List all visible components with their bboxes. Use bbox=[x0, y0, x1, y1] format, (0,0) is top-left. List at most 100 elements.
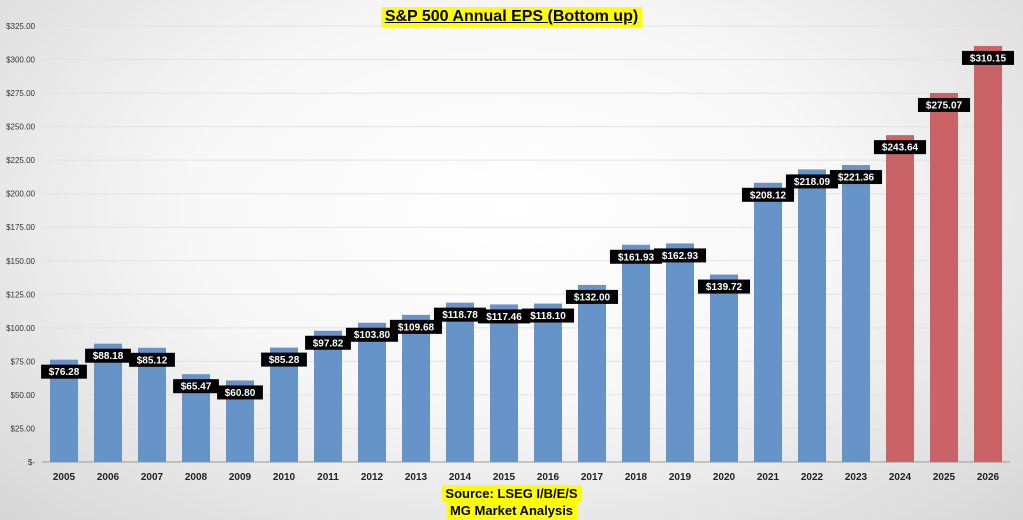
x-tick-label: 2011 bbox=[317, 472, 339, 483]
x-tick-label: 2009 bbox=[229, 472, 252, 483]
data-label: $65.47 bbox=[181, 382, 212, 393]
y-tick-label: $250.00 bbox=[6, 123, 35, 132]
y-tick-label: $200.00 bbox=[6, 190, 35, 199]
bar bbox=[842, 165, 870, 462]
bar bbox=[94, 343, 122, 462]
x-tick-label: 2007 bbox=[141, 472, 164, 483]
bar bbox=[446, 302, 474, 462]
data-label: $109.68 bbox=[398, 322, 435, 333]
x-tick-label: 2025 bbox=[933, 472, 956, 483]
x-tick-label: 2012 bbox=[361, 472, 384, 483]
bar bbox=[974, 45, 1002, 462]
data-label: $208.12 bbox=[750, 190, 787, 201]
data-label: $85.12 bbox=[137, 355, 168, 366]
data-label-bg bbox=[697, 279, 751, 294]
data-label-bg bbox=[129, 352, 175, 367]
data-label-bg bbox=[41, 364, 87, 379]
x-tick-label: 2021 bbox=[757, 472, 780, 483]
data-label-bg bbox=[741, 187, 795, 202]
bar bbox=[490, 304, 518, 462]
data-label-bg bbox=[653, 248, 707, 263]
y-tick-label: $100.00 bbox=[6, 324, 35, 333]
x-tick-label: 2026 bbox=[977, 472, 1000, 483]
data-label-bg bbox=[389, 319, 443, 334]
y-tick-label: $75.00 bbox=[11, 357, 36, 366]
x-tick-label: 2023 bbox=[845, 472, 868, 483]
data-label-bg bbox=[85, 348, 131, 363]
x-tick-label: 2017 bbox=[581, 472, 604, 483]
bar bbox=[270, 347, 298, 462]
data-label-bg bbox=[917, 97, 971, 112]
data-label: $85.28 bbox=[269, 355, 300, 366]
data-label-bg bbox=[829, 170, 883, 185]
data-label: $88.18 bbox=[93, 351, 124, 362]
data-label-bg bbox=[609, 249, 663, 264]
x-tick-label: 2022 bbox=[801, 472, 824, 483]
data-label-bg bbox=[477, 309, 531, 324]
y-tick-label: $325.00 bbox=[6, 22, 35, 31]
x-tick-label: 2024 bbox=[889, 472, 912, 483]
data-label: $60.80 bbox=[225, 388, 256, 399]
x-tick-label: 2013 bbox=[405, 472, 428, 483]
data-label: $310.15 bbox=[970, 53, 1007, 64]
data-label-bg bbox=[565, 289, 619, 304]
data-label-bg bbox=[873, 140, 927, 155]
data-label-bg bbox=[305, 335, 351, 350]
y-tick-label: $125.00 bbox=[6, 290, 35, 299]
bar bbox=[666, 243, 694, 462]
x-tick-label: 2016 bbox=[537, 472, 560, 483]
y-tick-label: $300.00 bbox=[6, 56, 35, 65]
x-tick-label: 2018 bbox=[625, 472, 648, 483]
credit-note: MG Market Analysis bbox=[445, 502, 578, 519]
bar bbox=[402, 314, 430, 462]
x-tick-label: 2020 bbox=[713, 472, 736, 483]
data-label-bg bbox=[173, 379, 219, 394]
data-label: $117.46 bbox=[486, 312, 522, 323]
x-tick-label: 2015 bbox=[493, 472, 516, 483]
y-tick-label: $150.00 bbox=[6, 257, 35, 266]
data-label-bg bbox=[261, 352, 307, 367]
data-label: $162.93 bbox=[662, 251, 699, 262]
y-tick-label: $- bbox=[28, 458, 35, 467]
bar bbox=[578, 284, 606, 462]
data-label: $275.07 bbox=[926, 100, 963, 111]
data-label-bg bbox=[345, 327, 399, 342]
bar bbox=[358, 322, 386, 462]
bar bbox=[138, 347, 166, 462]
data-label-bg bbox=[521, 308, 575, 323]
x-tick-label: 2014 bbox=[449, 472, 472, 483]
data-label: $97.82 bbox=[313, 338, 344, 349]
data-label: $218.09 bbox=[794, 177, 831, 188]
bar bbox=[886, 135, 914, 462]
bar bbox=[314, 330, 342, 462]
x-tick-label: 2006 bbox=[97, 472, 120, 483]
data-label: $103.80 bbox=[354, 330, 391, 341]
data-label-bg bbox=[961, 50, 1015, 65]
y-tick-label: $175.00 bbox=[6, 223, 35, 232]
bar bbox=[798, 169, 826, 462]
bar bbox=[754, 182, 782, 462]
data-label: $76.28 bbox=[49, 367, 80, 378]
x-tick-label: 2019 bbox=[669, 472, 692, 483]
bar bbox=[710, 274, 738, 462]
y-tick-label: $275.00 bbox=[6, 89, 35, 98]
x-tick-label: 2010 bbox=[273, 472, 296, 483]
x-tick-label: 2008 bbox=[185, 472, 208, 483]
source-note: Source: LSEG I/B/E/S bbox=[441, 485, 582, 502]
data-label: $118.10 bbox=[530, 311, 566, 322]
data-label: $243.64 bbox=[882, 143, 919, 154]
bar bbox=[930, 92, 958, 462]
bar bbox=[622, 244, 650, 462]
y-tick-label: $225.00 bbox=[6, 156, 35, 165]
data-label: $221.36 bbox=[838, 173, 875, 184]
chart-title: S&P 500 Annual EPS (Bottom up) bbox=[380, 7, 643, 27]
data-label-bg bbox=[785, 174, 839, 189]
data-label: $132.00 bbox=[574, 292, 611, 303]
bar bbox=[534, 303, 562, 462]
data-label: $139.72 bbox=[706, 282, 743, 293]
data-label-bg bbox=[433, 307, 487, 322]
data-label: $161.93 bbox=[618, 252, 655, 263]
y-tick-label: $25.00 bbox=[11, 424, 36, 433]
x-tick-label: 2005 bbox=[53, 472, 76, 483]
